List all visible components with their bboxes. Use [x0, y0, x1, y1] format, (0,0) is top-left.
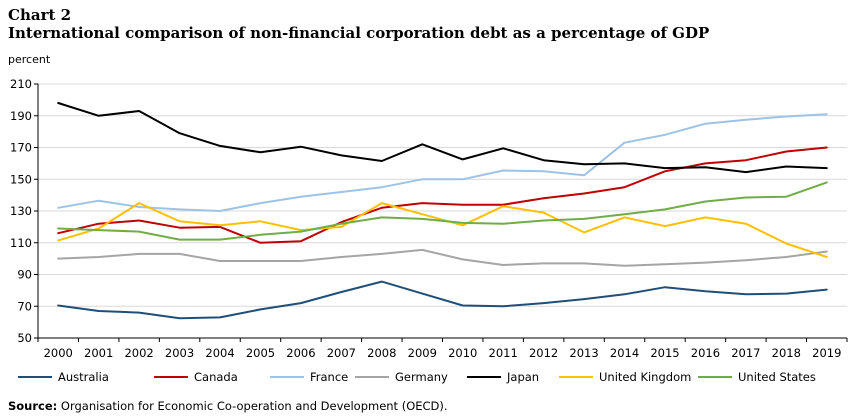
y-tick-label: 150	[10, 172, 32, 186]
y-tick-label: 210	[10, 77, 32, 91]
legend-item-france: France	[270, 370, 348, 384]
x-tick-label: 2002	[124, 346, 153, 360]
legend-item-japan: Japan	[467, 370, 539, 384]
x-tick-label: 2001	[84, 346, 113, 360]
legend-label: United Kingdom	[599, 370, 692, 384]
x-tick-label: 2007	[327, 346, 356, 360]
x-tick-label: 2000	[44, 346, 73, 360]
series-line-united-kingdom	[57, 202, 828, 258]
x-tick-label: 2004	[205, 346, 234, 360]
series-line-germany	[57, 248, 828, 267]
series-line-france	[57, 113, 828, 212]
series-line-australia	[57, 280, 828, 320]
x-tick-label: 2015	[650, 346, 679, 360]
x-tick-label: 2005	[246, 346, 275, 360]
legend-swatch	[467, 375, 501, 378]
x-tick-label: 2016	[691, 346, 720, 360]
legend-label: Japan	[507, 370, 540, 384]
axes: 50 70 90 110 130 150 170 190 210 2000 2001 2002 2003…	[10, 77, 848, 360]
legend-label: Canada	[194, 370, 238, 384]
legend-item-australia: Australia	[18, 370, 109, 384]
x-tick-label: 2017	[731, 346, 760, 360]
x-tick-label: 2014	[610, 346, 639, 360]
x-tick-label: 2008	[367, 346, 396, 360]
x-tick-label: 2010	[448, 346, 477, 360]
series-line-canada	[57, 146, 828, 244]
y-tick-label: 130	[10, 204, 32, 218]
x-tick-label: 2018	[772, 346, 801, 360]
y-tick-label: 50	[17, 331, 32, 345]
y-tick-label: 190	[10, 109, 32, 123]
chart-number: Chart 2	[8, 6, 72, 24]
legend-label: United States	[738, 370, 816, 384]
x-tick-label: 2011	[489, 346, 518, 360]
source-label: Source:	[8, 399, 58, 413]
y-tick-label: 90	[17, 268, 32, 282]
legend-swatch	[698, 375, 732, 378]
y-tick-label: 110	[10, 236, 32, 250]
legend-label: France	[310, 370, 349, 384]
legend-item-canada: Canada	[154, 370, 238, 384]
x-tick-label: 2013	[569, 346, 598, 360]
legend-item-united-kingdom: United Kingdom	[559, 370, 691, 384]
series-line-united-states	[57, 181, 828, 241]
source-note: Source: Organisation for Economic Co-ope…	[8, 399, 448, 413]
legend-item-germany: Germany	[355, 370, 448, 384]
x-tick-label: 2009	[408, 346, 437, 360]
legend-swatch	[559, 375, 593, 378]
series-line-japan	[57, 102, 828, 174]
x-tick-label: 2012	[529, 346, 558, 360]
source-text: Organisation for Economic Co-operation a…	[57, 399, 448, 413]
legend-swatch	[154, 375, 188, 378]
x-tick-label: 2006	[286, 346, 315, 360]
gridlines	[38, 83, 847, 307]
x-tick-label: 2019	[812, 346, 841, 360]
chart-title: International comparison of non-financia…	[8, 24, 710, 42]
legend-label: Australia	[58, 370, 109, 384]
y-tick-label: 70	[17, 299, 32, 313]
series-lines	[57, 102, 828, 320]
y-axis-unit-label: percent	[8, 53, 51, 66]
legend-swatch	[18, 375, 52, 378]
x-tick-label: 2003	[165, 346, 194, 360]
legend-swatch	[355, 375, 389, 378]
legend-swatch	[270, 375, 304, 378]
y-tick-label: 170	[10, 141, 32, 155]
legend-label: Germany	[395, 370, 448, 384]
legend-item-united-states: United States	[698, 370, 816, 384]
